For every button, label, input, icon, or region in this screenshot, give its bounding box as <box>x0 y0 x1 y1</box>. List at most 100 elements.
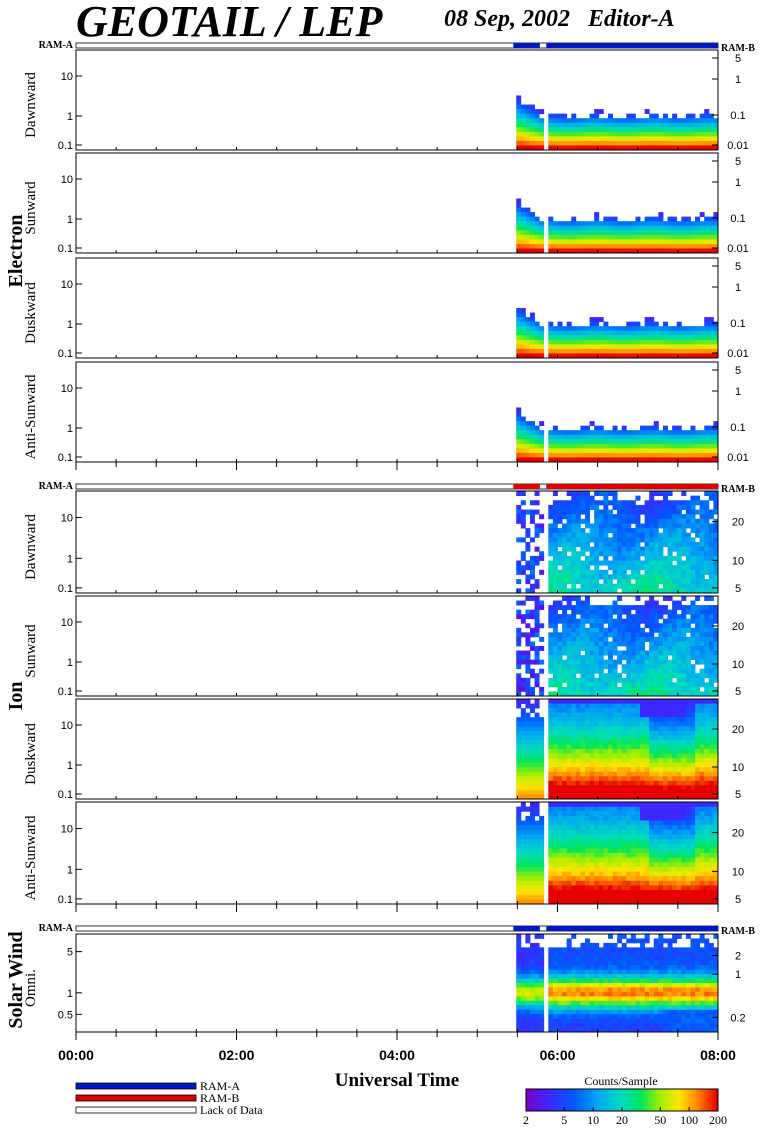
spectrogram-cell <box>653 339 659 345</box>
spectrogram-cell <box>594 843 600 849</box>
spectrogram-cell <box>672 113 678 119</box>
spectrogram-cell <box>635 829 641 835</box>
spectrogram-cell <box>566 514 572 520</box>
spectrogram-cell <box>580 491 586 497</box>
spectrogram-cell <box>603 780 609 786</box>
spectrogram-cell <box>676 344 682 350</box>
spectrogram-cell <box>529 565 535 571</box>
spectrogram-cell <box>585 739 590 745</box>
spectrogram-cell <box>529 880 535 886</box>
spectrogram-cell <box>621 853 627 859</box>
spectrogram-cell <box>589 145 595 151</box>
spectrogram-cell <box>562 641 568 647</box>
spectrogram-cell <box>575 641 581 647</box>
spectrogram-cell <box>539 243 545 249</box>
spectrogram-cell <box>630 569 636 575</box>
spectrogram-cell <box>690 691 696 697</box>
spectrogram-cell <box>681 636 687 642</box>
spectrogram-cell <box>640 794 646 800</box>
spectrogram-cell <box>708 239 714 245</box>
spectrogram-cell <box>589 448 595 454</box>
spectrogram-cell <box>704 518 710 524</box>
spectrogram-cell <box>603 825 609 831</box>
spectrogram-cell <box>552 785 558 791</box>
spectrogram-cell <box>598 762 604 768</box>
spectrogram-cell <box>685 239 691 245</box>
spectrogram-cell <box>704 646 710 651</box>
spectrogram-cell <box>589 664 595 670</box>
spectrogram-cell <box>562 560 568 566</box>
spectrogram-cell <box>690 712 696 718</box>
spectrogram-cell <box>529 749 535 754</box>
spectrogram-cell <box>690 655 696 661</box>
spectrogram-cell <box>594 834 600 840</box>
spectrogram-cell <box>713 560 719 566</box>
spectrogram-cell <box>594 780 600 786</box>
spectrogram-cell <box>621 871 627 877</box>
spectrogram-cell <box>566 574 572 580</box>
spectrogram-cell <box>630 749 636 754</box>
spectrogram-cell <box>635 618 641 624</box>
spectrogram-cell <box>685 753 691 759</box>
spectrogram-cell <box>653 726 659 732</box>
spectrogram-cell <box>580 899 586 905</box>
spectrogram-cell <box>676 636 682 642</box>
spectrogram-cell <box>658 871 664 877</box>
spectrogram-cell <box>644 225 650 231</box>
spectrogram-cell <box>603 452 609 458</box>
spectrogram-cell <box>552 834 558 840</box>
spectrogram-cell <box>603 753 609 759</box>
spectrogram-cell <box>594 659 600 665</box>
spectrogram-cell <box>571 504 577 510</box>
spectrogram-cell <box>552 691 558 697</box>
spectrogram-cell <box>617 839 623 845</box>
spectrogram-cell <box>612 627 618 633</box>
spectrogram-cell <box>640 583 646 589</box>
spectrogram-cell <box>699 749 705 754</box>
spectrogram-cell <box>585 326 590 332</box>
spectrogram-cell <box>644 726 650 732</box>
spectrogram-cell <box>676 708 682 714</box>
spectrogram-cell <box>662 767 668 773</box>
spectrogram-cell <box>681 682 687 688</box>
spectrogram-cell <box>640 118 646 124</box>
spectrogram-cell <box>699 776 705 782</box>
spectrogram-cell <box>658 434 664 440</box>
spectrogram-cell <box>713 767 719 773</box>
spectrogram-cell <box>617 225 623 231</box>
spectrogram-cell <box>516 780 522 786</box>
spectrogram-cell <box>525 862 531 868</box>
spectrogram-cell <box>566 857 572 863</box>
spectrogram-cell <box>516 127 522 133</box>
spectrogram-cell <box>562 767 568 773</box>
spectrogram-cell <box>667 518 673 524</box>
spectrogram-cell <box>571 749 577 754</box>
right-tick-label: 5 <box>735 686 741 698</box>
spectrogram-cell <box>626 243 632 249</box>
spectrogram-cell <box>529 583 535 589</box>
spectrogram-cell <box>681 353 687 359</box>
spectrogram-cell <box>653 848 659 854</box>
spectrogram-cell <box>562 730 568 736</box>
spectrogram-cell <box>681 673 687 679</box>
spectrogram-cell <box>704 659 710 665</box>
spectrogram-cell <box>621 335 627 341</box>
spectrogram-cell <box>529 243 535 249</box>
spectrogram-cell <box>552 623 558 629</box>
spectrogram-cell <box>667 596 673 601</box>
spectrogram-cell <box>529 776 535 782</box>
spectrogram-cell <box>548 703 554 709</box>
spectrogram-cell <box>566 730 572 736</box>
spectrogram-cell <box>649 514 655 520</box>
spectrogram-cell <box>585 753 590 759</box>
spectrogram-cell <box>585 829 590 835</box>
spectrogram-cell <box>612 537 618 543</box>
spectrogram-cell <box>585 885 590 891</box>
spectrogram-cell <box>667 335 673 341</box>
spectrogram-cell <box>585 579 590 585</box>
spectrogram-cell <box>662 871 668 877</box>
spectrogram-cell <box>699 605 705 611</box>
spectrogram-cell <box>575 574 581 580</box>
spectrogram-cell <box>713 339 719 345</box>
spectrogram-cell <box>662 815 668 821</box>
